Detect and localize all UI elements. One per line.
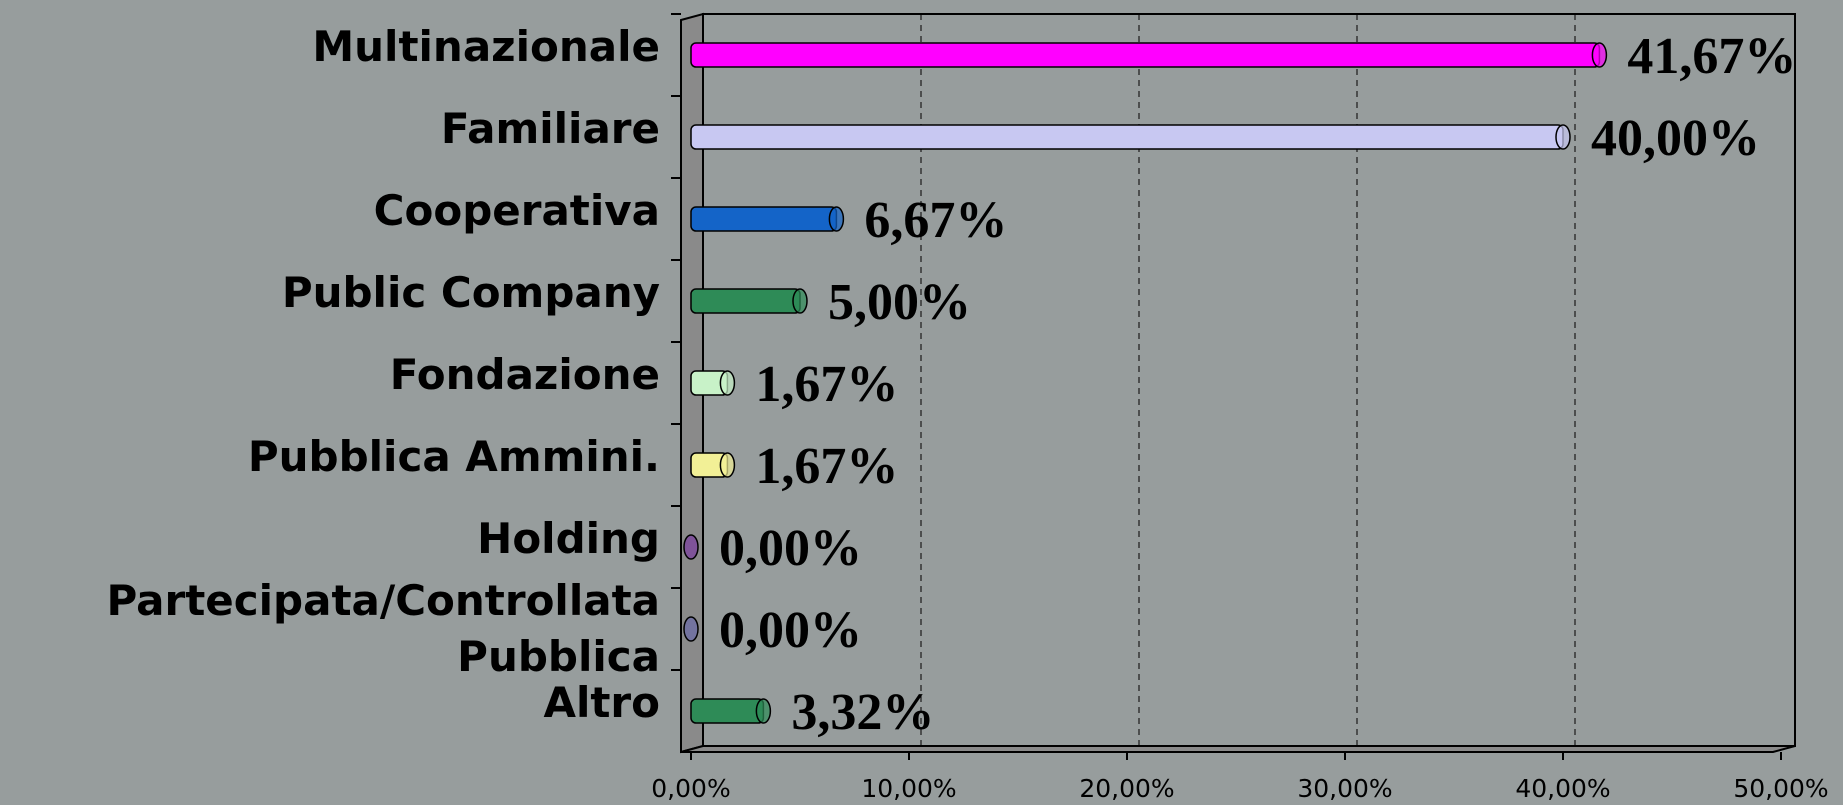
bar bbox=[690, 698, 765, 724]
value-label: 6,67% bbox=[864, 192, 1007, 249]
bar-cap bbox=[828, 206, 845, 232]
x-tick-label: 20,00% bbox=[1079, 774, 1174, 803]
bar-cap bbox=[1555, 124, 1571, 150]
bar bbox=[690, 206, 838, 232]
value-label: 41,67% bbox=[1627, 28, 1796, 85]
category-label: Multinazionale bbox=[312, 22, 660, 71]
value-label: 0,00% bbox=[719, 520, 862, 577]
bar-cap bbox=[683, 616, 699, 642]
bar bbox=[690, 42, 1601, 68]
bar bbox=[690, 288, 801, 314]
x-tick-label: 50,00% bbox=[1733, 774, 1828, 803]
category-label: Holding bbox=[477, 514, 660, 563]
value-label: 1,67% bbox=[755, 356, 898, 413]
bar bbox=[690, 124, 1564, 150]
value-label: 40,00% bbox=[1591, 110, 1760, 167]
x-tick-label: 30,00% bbox=[1297, 774, 1392, 803]
category-label: Familiare bbox=[440, 104, 660, 153]
bar-cap bbox=[683, 534, 699, 560]
x-tick-label: 10,00% bbox=[861, 774, 956, 803]
value-label: 1,67% bbox=[755, 438, 898, 495]
value-label: 0,00% bbox=[719, 602, 862, 659]
category-label: Public Company bbox=[281, 268, 660, 317]
bar-cap bbox=[719, 370, 736, 396]
bar-cap bbox=[1591, 42, 1608, 68]
floor bbox=[680, 745, 1796, 753]
value-label: 5,00% bbox=[828, 274, 971, 331]
category-label: Cooperativa bbox=[373, 186, 660, 235]
bar-cap bbox=[755, 698, 772, 724]
x-tick-label: 40,00% bbox=[1515, 774, 1610, 803]
bar-cap bbox=[719, 452, 736, 478]
category-label: Pubblica Ammini. bbox=[247, 432, 660, 481]
category-label: Partecipata/Controllata Pubblica bbox=[106, 576, 660, 681]
value-label: 3,32% bbox=[791, 684, 934, 741]
category-label: Fondazione bbox=[389, 350, 660, 399]
x-tick-label: 0,00% bbox=[651, 774, 730, 803]
category-label: Altro bbox=[543, 678, 660, 727]
bar-cap bbox=[792, 288, 808, 314]
